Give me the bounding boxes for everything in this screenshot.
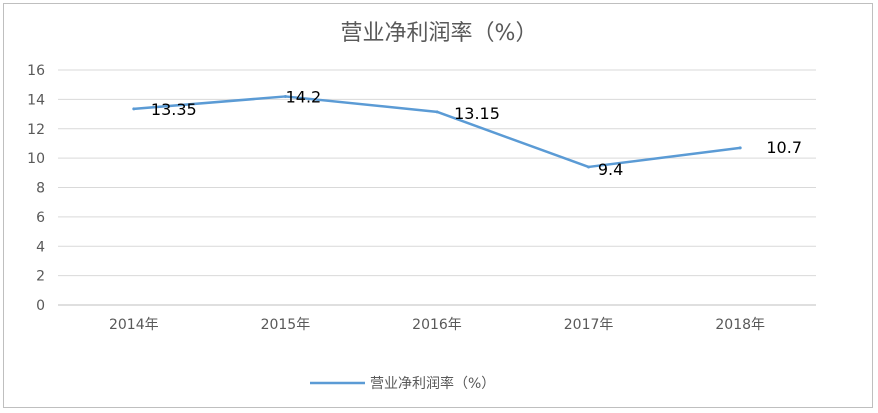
data-point (435, 110, 439, 114)
legend: 营业净利润率（%） (310, 375, 495, 392)
data-point (587, 165, 591, 169)
x-tick-label: 2017年 (564, 317, 614, 333)
x-tick-label: 2018年 (715, 317, 765, 333)
legend-label: 营业净利润率（%） (370, 375, 495, 392)
y-tick-label: 12 (27, 122, 45, 138)
y-tick-label: 0 (36, 298, 45, 314)
y-tick-label: 10 (27, 151, 45, 167)
data-label: 13.15 (454, 104, 500, 123)
x-tick-label: 2015年 (261, 317, 311, 333)
series-line (133, 95, 741, 169)
y-tick-label: 16 (27, 63, 45, 79)
x-tick-label: 2014年 (109, 317, 159, 333)
y-tick-label: 2 (36, 269, 45, 285)
y-axis-ticks: 0 2 4 6 8 10 12 14 16 (27, 63, 45, 314)
data-label: 9.4 (598, 160, 623, 179)
y-tick-label: 8 (36, 181, 45, 197)
series-line-group (132, 94, 742, 169)
gridlines (58, 69, 816, 306)
x-tick-label: 2016年 (412, 317, 462, 333)
data-label: 14.2 (286, 87, 322, 106)
y-tick-label: 14 (27, 92, 45, 108)
data-labels: 13.35 14.2 13.15 9.4 10.7 (151, 87, 802, 179)
data-point (283, 94, 287, 98)
data-point (132, 107, 136, 111)
data-label: 13.35 (151, 100, 197, 119)
chart-title: 营业净利润率（%） (341, 21, 538, 46)
x-axis-ticks: 2014年 2015年 2016年 2017年 2018年 (109, 317, 765, 333)
y-tick-label: 4 (36, 239, 45, 255)
data-point (738, 146, 742, 150)
y-tick-label: 6 (36, 210, 45, 226)
data-label: 10.7 (766, 138, 802, 157)
